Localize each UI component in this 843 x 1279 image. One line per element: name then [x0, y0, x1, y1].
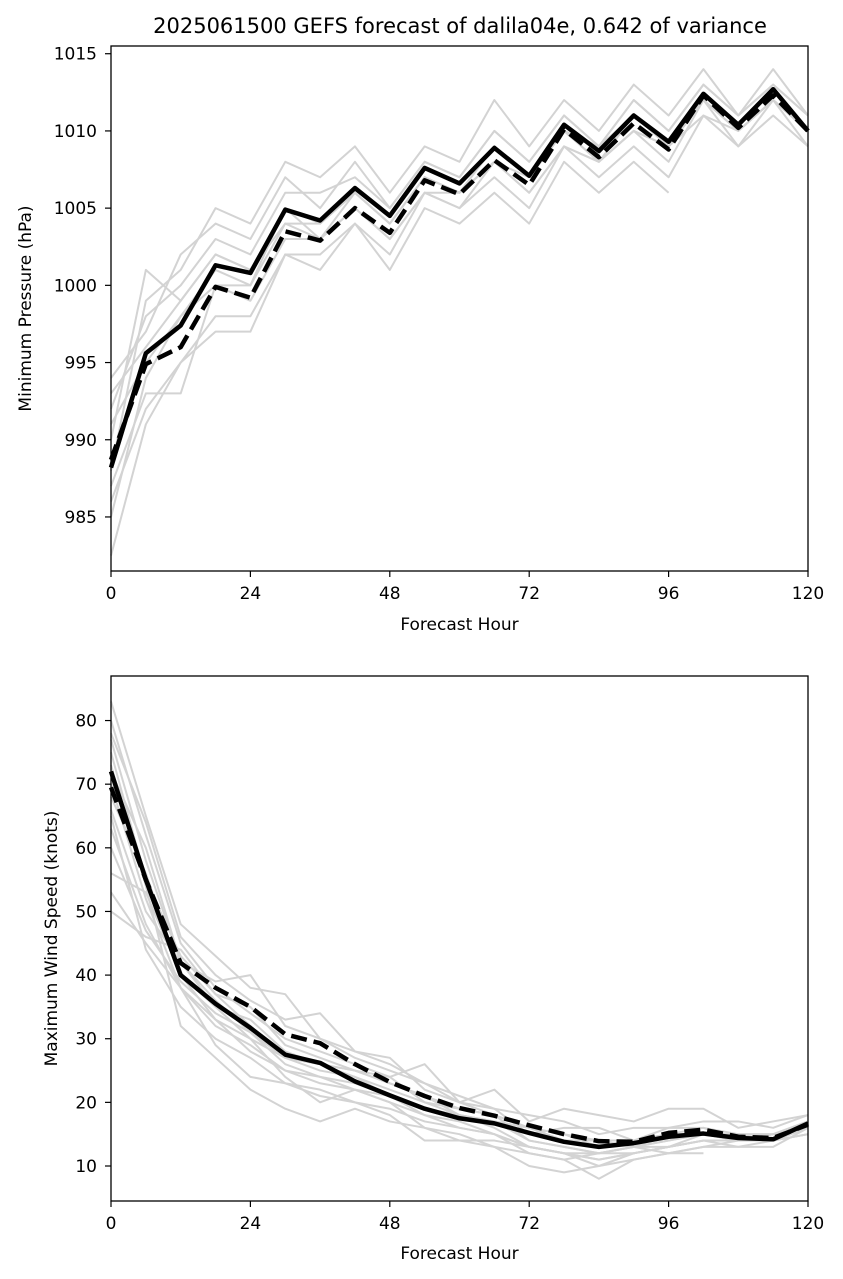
pressure-ensemble-members [110, 68, 809, 556]
pressure-x-tick-label: 0 [106, 584, 117, 604]
wind-x-tick-label: 96 [658, 1214, 680, 1234]
pressure-mean-lines [108, 86, 810, 469]
wind-dashed-line [108, 786, 809, 1145]
wind-x-ticks: 0 24 48 72 96 120 [106, 1201, 824, 1234]
pressure-y-tick-label: 985 [65, 508, 97, 528]
wind-y-tick-label: 10 [75, 1157, 97, 1177]
wind-member-line-5 [110, 764, 809, 1161]
wind-member-line-15 [110, 732, 809, 1136]
wind-y-tick-label: 40 [75, 966, 97, 986]
wind-x-tick-label: 120 [792, 1214, 824, 1234]
wind-y-tick-label: 20 [75, 1093, 97, 1113]
wind-member-line-16 [110, 815, 809, 1155]
wind-y-axis-label: Maximum Wind Speed (knots) [42, 811, 62, 1067]
wind-member-line-4 [110, 752, 809, 1155]
pressure-y-tick-label: 1005 [54, 199, 97, 219]
wind-x-tick-label: 0 [106, 1214, 117, 1234]
chart-title: 2025061500 GEFS forecast of dalila04e, 0… [153, 14, 767, 38]
wind-member-line-7 [110, 796, 809, 1142]
wind-mean-lines [108, 770, 809, 1150]
pressure-member-line-8 [110, 99, 809, 395]
pressure-member-line-3 [110, 114, 809, 502]
pressure-y-ticks: 985 990 995 1000 1005 1010 1015 [54, 45, 111, 528]
pressure-mean-line [108, 86, 810, 469]
pressure-member-line-6 [110, 83, 809, 410]
pressure-y-axis-label: Minimum Pressure (hPa) [16, 205, 36, 411]
wind-y-tick-label: 70 [75, 775, 97, 795]
pressure-y-tick-label: 1015 [54, 45, 97, 65]
pressure-y-tick-label: 990 [65, 431, 97, 451]
wind-x-tick-label: 72 [518, 1214, 540, 1234]
wind-y-ticks: 10 20 30 40 50 60 70 80 [75, 712, 111, 1177]
wind-y-tick-label: 50 [75, 902, 97, 922]
pressure-x-tick-label: 48 [379, 584, 401, 604]
wind-y-tick-label: 30 [75, 1030, 97, 1050]
wind-ensemble-members [110, 701, 809, 1180]
wind-member-line-2 [110, 720, 809, 1148]
pressure-member-line-2 [110, 160, 670, 556]
pressure-x-tick-label: 96 [658, 584, 680, 604]
wind-panel: 0 24 48 72 96 120 10 20 30 40 50 60 70 80 Forecast H… [42, 675, 824, 1264]
wind-y-tick-label: 80 [75, 712, 97, 732]
wind-axes-frame [110, 675, 809, 1202]
pressure-member-line-9 [110, 99, 809, 487]
pressure-member-line-1 [110, 68, 809, 471]
wind-x-tick-label: 48 [379, 1214, 401, 1234]
pressure-x-tick-label: 120 [792, 584, 824, 604]
pressure-panel: 0 24 48 72 96 120 985 990 995 1000 1005 1010 1015 F… [16, 45, 824, 635]
wind-x-axis-label: Forecast Hour [400, 1244, 518, 1264]
pressure-member-line-10 [110, 99, 809, 425]
pressure-x-tick-label: 72 [518, 584, 540, 604]
wind-member-line-1 [110, 701, 809, 1129]
wind-member-line-3 [110, 739, 809, 1142]
wind-member-line-13 [110, 910, 809, 1155]
pressure-x-ticks: 0 24 48 72 96 120 [106, 571, 824, 604]
pressure-x-axis-label: Forecast Hour [400, 615, 518, 635]
pressure-y-tick-label: 995 [65, 354, 97, 374]
pressure-dashed-line [108, 93, 810, 461]
pressure-y-tick-label: 1010 [54, 122, 97, 142]
pressure-x-tick-label: 24 [240, 584, 262, 604]
wind-mean-line [108, 770, 809, 1150]
pressure-member-line-5 [110, 83, 809, 379]
wind-x-tick-label: 24 [240, 1214, 262, 1234]
pressure-axes-frame [110, 45, 809, 572]
pressure-y-tick-label: 1000 [54, 276, 97, 296]
wind-y-tick-label: 60 [75, 839, 97, 859]
